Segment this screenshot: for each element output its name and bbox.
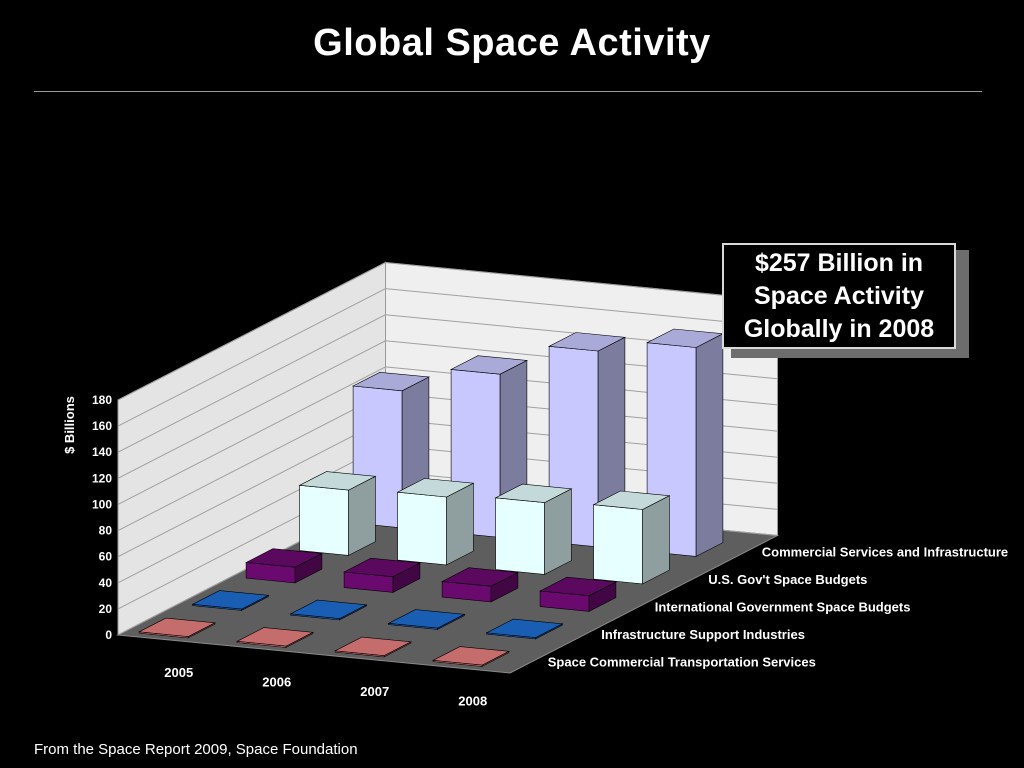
x-tick-label: 2006 xyxy=(262,674,291,689)
slide-title: Global Space Activity xyxy=(313,22,711,64)
series-labels: Space Commercial Transportation Services… xyxy=(548,544,1008,669)
bar xyxy=(592,490,671,585)
bar-top xyxy=(191,590,270,610)
bar xyxy=(191,590,270,611)
bar-side xyxy=(642,495,670,585)
series-label: Infrastructure Support Industries xyxy=(601,627,805,642)
y-axis-ticks: 0 20 40 60 80 100 120 140 160 180 xyxy=(92,393,112,642)
bar-front xyxy=(593,504,643,585)
bar-top xyxy=(539,576,617,597)
bar xyxy=(343,557,421,593)
x-tick-label: 2008 xyxy=(458,693,487,708)
bar xyxy=(485,618,564,640)
source-note: From the Space Report 2009, Space Founda… xyxy=(34,741,358,758)
bar xyxy=(441,567,519,603)
gridline xyxy=(117,288,778,427)
y-tick-label: 100 xyxy=(92,497,112,511)
bar-top xyxy=(352,371,430,392)
bar-top xyxy=(138,617,216,637)
bar-top xyxy=(387,609,466,629)
callout-line: Space Activity xyxy=(754,281,924,310)
x-tick-label: 2005 xyxy=(164,665,193,680)
bar-top xyxy=(548,332,626,352)
y-tick-label: 60 xyxy=(99,550,113,564)
bar-side xyxy=(695,333,724,557)
bar-top xyxy=(396,478,475,498)
bar xyxy=(245,548,323,584)
bar-top xyxy=(298,471,377,491)
y-tick-label: 0 xyxy=(105,628,112,642)
x-tick-label: 2007 xyxy=(360,684,389,699)
y-tick-label: 20 xyxy=(99,602,113,616)
bar-top xyxy=(432,646,510,666)
bar xyxy=(289,599,368,621)
bar-side xyxy=(446,482,474,566)
bar xyxy=(539,576,617,612)
bar-front xyxy=(299,484,349,556)
y-axis-title: $ Billions xyxy=(62,396,77,454)
bar-top xyxy=(592,490,671,510)
bar xyxy=(494,483,573,575)
bar-top xyxy=(245,548,323,568)
series-label: Commercial Services and Infrastructure xyxy=(762,544,1008,559)
y-tick-label: 160 xyxy=(92,419,112,433)
bar-front xyxy=(495,497,545,575)
chart-bars xyxy=(138,328,724,667)
y-tick-label: 180 xyxy=(92,393,112,407)
bar-top xyxy=(343,557,421,578)
y-tick-label: 140 xyxy=(92,445,112,459)
series-label: Space Commercial Transportation Services xyxy=(548,654,816,669)
bar-top xyxy=(236,627,314,647)
bar-top xyxy=(450,355,528,375)
bar xyxy=(298,471,377,556)
bar-top xyxy=(441,567,519,587)
callout-line: Globally in 2008 xyxy=(743,314,935,343)
bar xyxy=(236,627,314,648)
bar xyxy=(387,609,466,630)
bar-side xyxy=(544,488,572,575)
bar xyxy=(432,646,510,667)
bar-front xyxy=(397,491,447,566)
bar-top xyxy=(334,636,412,656)
y-tick-label: 120 xyxy=(92,471,112,485)
bar xyxy=(334,636,412,658)
callout-box: $257 Billion in Space Activity Globally … xyxy=(722,243,956,349)
bar xyxy=(396,478,475,566)
x-axis-ticks: 2005 2006 2007 2008 xyxy=(164,665,487,709)
bar-top xyxy=(494,483,573,503)
y-tick-label: 40 xyxy=(99,576,113,590)
bar xyxy=(138,617,216,639)
gridline xyxy=(117,314,778,453)
callout-line: $257 Billion in xyxy=(754,248,924,277)
y-tick-label: 80 xyxy=(99,524,113,538)
series-label: International Government Space Budgets xyxy=(655,599,911,614)
title-divider xyxy=(34,91,982,92)
series-label: U.S. Gov't Space Budgets xyxy=(708,572,867,587)
bar-top xyxy=(289,599,368,619)
bar-top xyxy=(485,618,564,638)
gridline xyxy=(117,261,778,401)
